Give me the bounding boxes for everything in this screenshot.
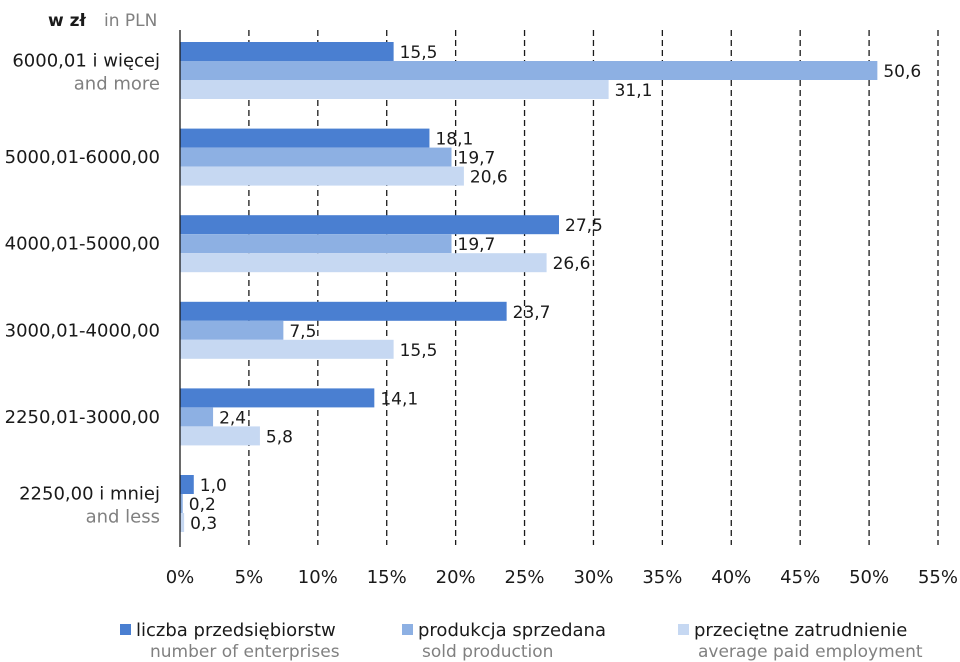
x-axis: 0% 5% 10% 15% 20% 25% 30% 35% 40% 45% 50% 55% xyxy=(166,30,958,588)
value-label: 15,5 xyxy=(400,43,438,63)
bar xyxy=(180,494,183,513)
value-label: 27,5 xyxy=(565,216,603,236)
value-label: 19,7 xyxy=(458,149,496,169)
bar xyxy=(180,513,185,532)
unit-label-pl: w zł xyxy=(48,11,87,31)
category-label: 2250,01-3000,00 xyxy=(5,407,160,428)
category-label-en: and less xyxy=(86,507,160,528)
bar xyxy=(180,42,394,61)
value-label: 26,6 xyxy=(553,254,591,274)
x-tick-label: 35% xyxy=(642,567,682,588)
bar xyxy=(180,166,464,186)
bar xyxy=(180,253,547,273)
value-label: 15,5 xyxy=(400,341,438,361)
unit-label-en: in PLN xyxy=(104,11,157,31)
value-label: 2,4 xyxy=(219,408,246,428)
x-tick-label: 15% xyxy=(367,567,407,588)
bar xyxy=(180,234,452,254)
category-label-en: and more xyxy=(74,74,160,95)
value-label: 50,6 xyxy=(883,62,921,82)
value-label: 0,3 xyxy=(190,514,217,534)
bar xyxy=(180,128,430,148)
bar xyxy=(180,301,507,321)
x-tick-label: 5% xyxy=(235,567,264,588)
value-label: 18,1 xyxy=(435,130,473,150)
value-label: 5,8 xyxy=(266,427,293,447)
legend-label: liczba przedsiębiorstw xyxy=(136,620,336,641)
bar xyxy=(180,407,214,427)
legend-swatch xyxy=(402,624,413,635)
x-tick-label: 55% xyxy=(918,567,958,588)
value-label: 20,6 xyxy=(470,168,508,188)
bar xyxy=(180,388,375,408)
x-tick-label: 25% xyxy=(505,567,545,588)
value-label: 1,0 xyxy=(200,476,227,496)
legend-label-en: sold production xyxy=(422,642,553,662)
x-tick-label: 10% xyxy=(298,567,338,588)
value-label: 23,7 xyxy=(513,303,551,323)
legend-swatch xyxy=(678,624,689,635)
value-label: 19,7 xyxy=(458,235,496,255)
value-label: 14,1 xyxy=(380,389,418,409)
grid-lines xyxy=(248,30,939,545)
category-label: 4000,01-5000,00 xyxy=(5,234,160,255)
bars xyxy=(180,42,878,532)
value-labels: 15,550,631,118,119,720,627,519,726,623,7… xyxy=(189,43,921,534)
x-tick-label: 0% xyxy=(166,567,195,588)
category-label: 3000,01-4000,00 xyxy=(5,320,160,341)
legend-label: przeciętne zatrudnienie xyxy=(694,620,907,641)
category-label: 6000,01 i więcej xyxy=(12,51,160,72)
bar xyxy=(180,320,284,340)
category-label: 2250,00 i mniej xyxy=(19,484,160,505)
value-label: 7,5 xyxy=(289,322,316,342)
value-label: 0,2 xyxy=(189,495,216,515)
bar xyxy=(180,61,878,80)
bar xyxy=(180,339,394,359)
legend-label: produkcja sprzedana xyxy=(418,620,606,641)
bar xyxy=(180,215,559,235)
x-tick-label: 45% xyxy=(780,567,820,588)
bar xyxy=(180,426,260,446)
legend-label-en: average paid employment xyxy=(698,642,923,662)
x-tick-label: 50% xyxy=(849,567,889,588)
x-tick-label: 40% xyxy=(711,567,751,588)
bar xyxy=(180,147,452,167)
x-tick-label: 30% xyxy=(573,567,613,588)
bar xyxy=(180,80,609,99)
value-label: 31,1 xyxy=(615,81,653,101)
bar xyxy=(180,475,194,494)
legend-swatch xyxy=(120,624,131,635)
category-label: 5000,01-6000,00 xyxy=(5,147,160,168)
x-tick-label: 20% xyxy=(436,567,476,588)
legend-label-en: number of enterprises xyxy=(150,642,340,662)
